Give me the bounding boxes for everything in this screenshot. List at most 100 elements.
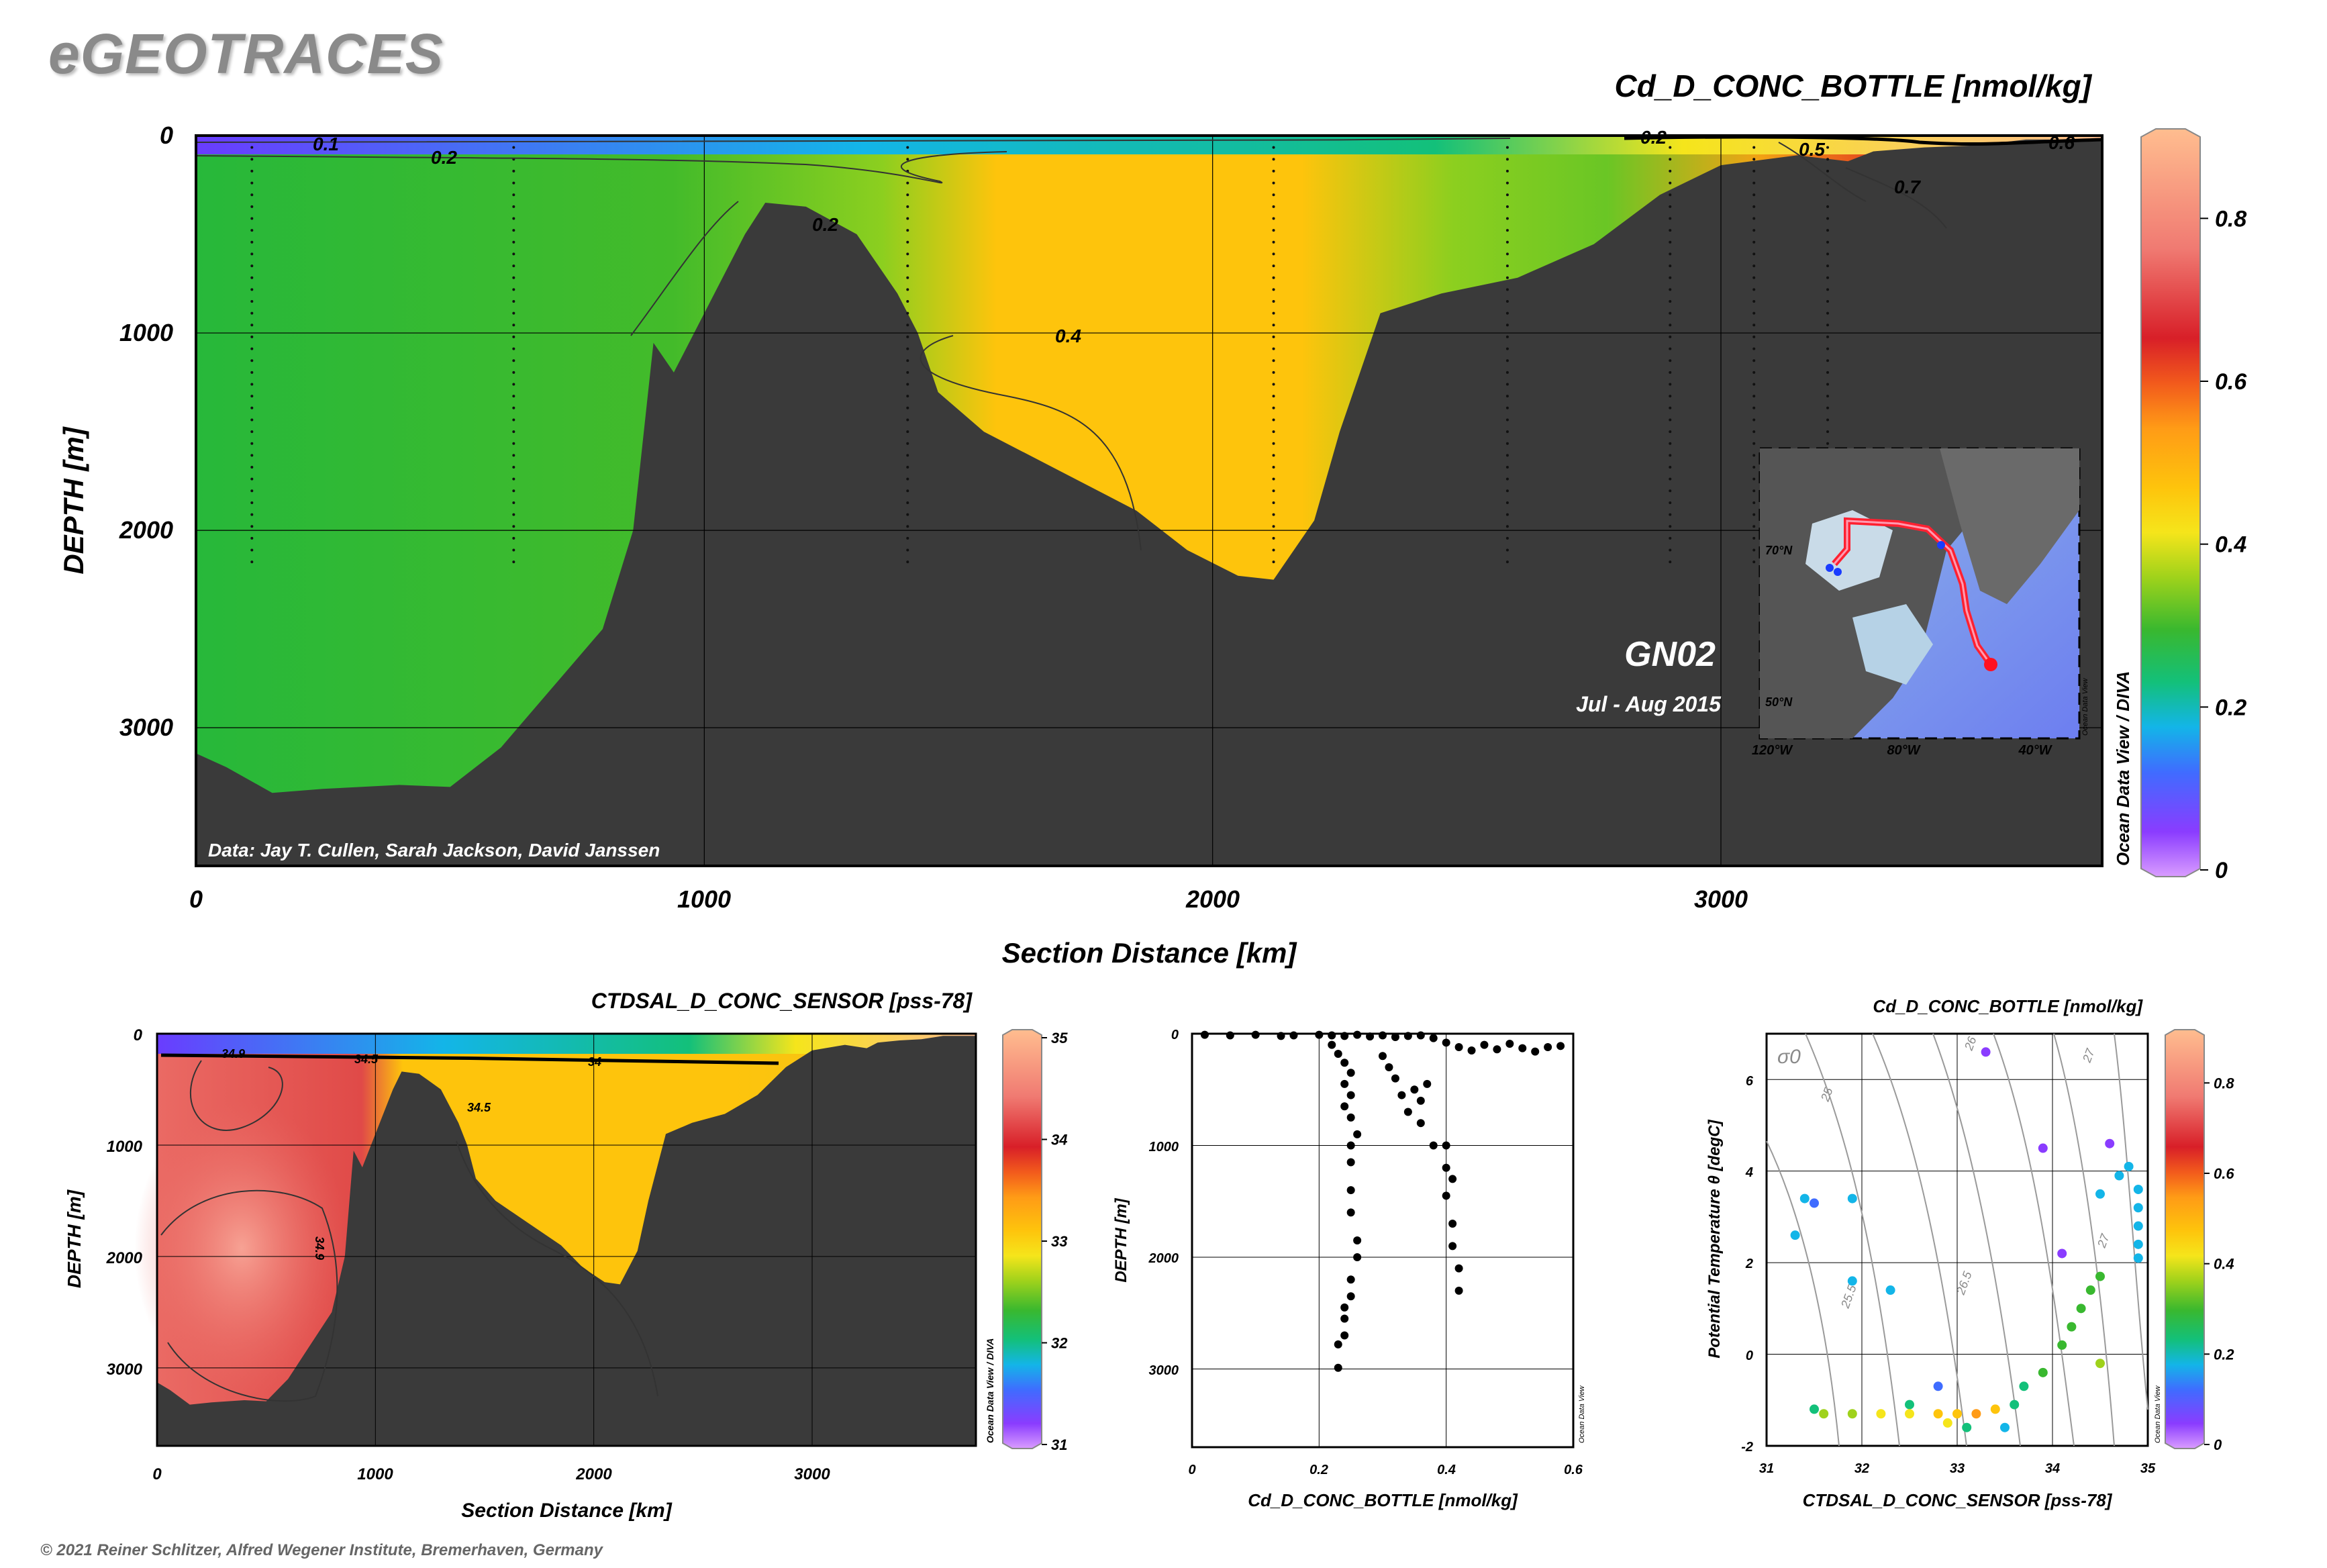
station-sample xyxy=(1272,146,1275,149)
ts-point xyxy=(2019,1381,2029,1391)
station-sample xyxy=(1505,466,1509,469)
ts-point xyxy=(2095,1359,2105,1369)
profile-xlabel: Cd_D_CONC_BOTTLE [nmol/kg] xyxy=(1248,1490,1518,1510)
ts-points xyxy=(1790,1047,2143,1432)
station-sample xyxy=(1752,477,1756,481)
station-sample xyxy=(1272,335,1275,338)
station-sample xyxy=(906,264,909,268)
station-sample xyxy=(1505,181,1509,185)
data-credit: Data: Jay T. Cullen, Sarah Jackson, Davi… xyxy=(208,840,660,861)
station-sample xyxy=(1826,300,1830,303)
ts-point xyxy=(2133,1203,2143,1213)
x-tick: 0.6 xyxy=(1564,1463,1583,1477)
station-sample xyxy=(1272,229,1275,232)
ts-y-ticks: -2 0 2 4 6 xyxy=(1741,1074,1754,1455)
station-sample xyxy=(1669,395,1672,398)
station-sample xyxy=(1505,324,1509,327)
station-sample xyxy=(1669,406,1672,409)
contour-label: 34.5 xyxy=(467,1101,491,1114)
station-sample xyxy=(250,430,254,434)
ts-point xyxy=(2133,1184,2143,1194)
profile-point xyxy=(1353,1030,1362,1039)
inset-lat-label: 70°N xyxy=(1765,544,1793,557)
station-sample xyxy=(1826,430,1830,434)
station-sample xyxy=(1752,501,1756,504)
station-sample xyxy=(250,548,254,552)
station-sample xyxy=(1272,489,1275,493)
station-sample xyxy=(250,311,254,315)
station-sample xyxy=(1272,513,1275,516)
ts-point xyxy=(2010,1400,2020,1410)
station-sample xyxy=(512,311,515,315)
station-sample xyxy=(1826,442,1830,445)
station-sample xyxy=(906,359,909,362)
station-sample xyxy=(512,300,515,303)
station-sample xyxy=(1272,217,1275,220)
station-sample xyxy=(1826,371,1830,374)
station-sample xyxy=(1826,288,1830,291)
station-sample xyxy=(1752,359,1756,362)
ts-x-ticks: 31 32 33 34 35 xyxy=(1759,1461,2156,1476)
ts-watermark: Ocean Data View xyxy=(2154,1385,2162,1443)
x-tick: 35 xyxy=(2140,1461,2156,1476)
main-frame xyxy=(195,134,2103,867)
colorbar-tick-label: 0.2 xyxy=(2214,1346,2234,1363)
ts-point xyxy=(2038,1367,2048,1377)
y-tick: 2000 xyxy=(1148,1251,1179,1266)
station-sample xyxy=(1826,276,1830,279)
station-sample xyxy=(1669,158,1672,161)
station-sample xyxy=(512,501,515,504)
salinity-section-plot: 34.9 34.5 34 34.5 34.9 CTDSAL_D_CONC_SEN… xyxy=(64,989,977,1522)
station-sample xyxy=(512,264,515,268)
station-sample xyxy=(1272,466,1275,469)
station-sample xyxy=(1669,383,1672,386)
station-sample xyxy=(1826,240,1830,244)
station-sample xyxy=(906,489,909,493)
station-sample xyxy=(1752,513,1756,516)
station-sample xyxy=(906,430,909,434)
station-sample xyxy=(512,146,515,149)
ts-point xyxy=(1790,1230,1800,1240)
station-sample xyxy=(906,560,909,564)
station-sample xyxy=(1826,324,1830,327)
ts-point xyxy=(2133,1221,2143,1231)
station-sample xyxy=(512,335,515,338)
profile-point xyxy=(1416,1119,1425,1128)
inset-lon-label: 80°W xyxy=(1887,743,1921,758)
station-sample xyxy=(512,525,515,528)
station-sample xyxy=(1272,477,1275,481)
station-sample xyxy=(250,146,254,149)
station-sample xyxy=(1505,406,1509,409)
profile-point xyxy=(1410,1085,1419,1094)
profile-point xyxy=(1340,1331,1349,1340)
station-sample xyxy=(1505,169,1509,173)
station-sample xyxy=(1505,395,1509,398)
station-sample xyxy=(1272,276,1275,279)
station-sample xyxy=(1669,560,1672,564)
profile-point xyxy=(1340,1314,1349,1323)
profile-y-ticks: 0 1000 2000 3000 xyxy=(1148,1028,1179,1378)
y-tick: 0 xyxy=(1171,1028,1179,1042)
station-sample xyxy=(1272,359,1275,362)
station-sample xyxy=(512,205,515,208)
ts-point xyxy=(1847,1276,1857,1286)
profile-point xyxy=(1334,1363,1342,1372)
main-contour-labels: 0.1 0.2 0.2 0.4 0.5 0.7 0.2 0.6 xyxy=(313,127,2075,346)
station-sample xyxy=(1272,181,1275,185)
inset-end-point xyxy=(1984,658,1997,671)
profile-point xyxy=(1346,1141,1355,1150)
station-sample xyxy=(1752,454,1756,457)
station-sample xyxy=(1505,442,1509,445)
station-sample xyxy=(512,466,515,469)
station-sample xyxy=(250,240,254,244)
station-sample xyxy=(1752,181,1756,185)
station-sample xyxy=(906,418,909,422)
ts-point xyxy=(1952,1409,1962,1419)
station-sample xyxy=(1752,229,1756,232)
inset-map: 70°N 50°N 120°W 80°W 40°W Ocean Data Vie… xyxy=(1752,447,2089,758)
profile-point xyxy=(1391,1032,1399,1041)
station-sample xyxy=(1752,406,1756,409)
profile-point xyxy=(1429,1141,1438,1150)
y-tick: 3000 xyxy=(119,714,173,741)
